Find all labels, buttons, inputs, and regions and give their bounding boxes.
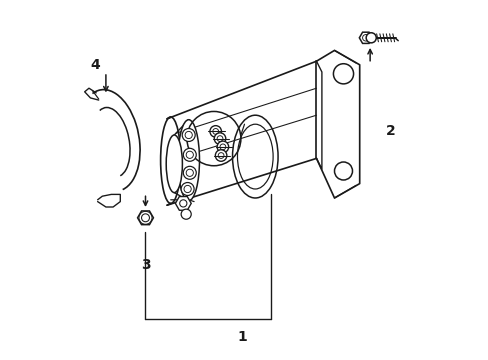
Text: 3: 3 [141,258,150,271]
Circle shape [215,150,226,161]
Circle shape [186,151,193,158]
Text: 2: 2 [385,125,394,138]
Circle shape [209,126,221,137]
Circle shape [214,133,225,144]
Circle shape [186,169,193,176]
Circle shape [181,183,194,195]
Circle shape [366,33,375,43]
Circle shape [141,214,149,222]
Text: 4: 4 [90,58,100,72]
Circle shape [182,129,195,141]
Ellipse shape [166,135,182,193]
Circle shape [183,166,196,179]
Circle shape [183,185,191,193]
Circle shape [362,35,368,41]
Circle shape [217,141,228,153]
Ellipse shape [178,120,199,201]
Text: 1: 1 [237,330,247,343]
Circle shape [183,148,196,161]
Circle shape [181,209,191,219]
Circle shape [185,131,192,139]
